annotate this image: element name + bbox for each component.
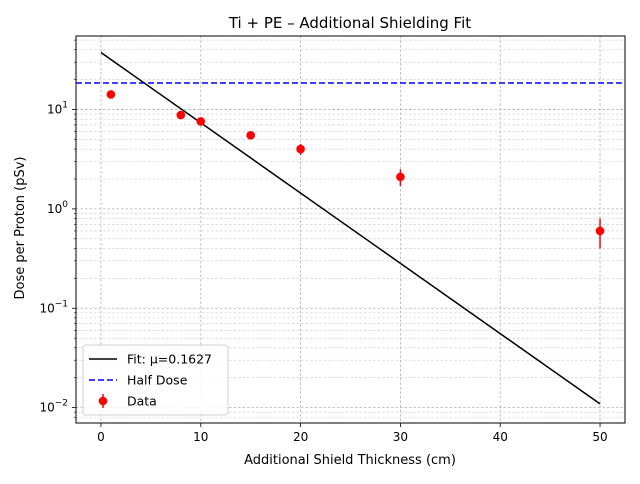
y-tick-label: 10−1: [39, 299, 68, 315]
x-tick-label: 20: [293, 430, 308, 444]
y-tick-exponent: −2: [55, 399, 68, 409]
y-tick-base: 10: [39, 301, 54, 315]
data-point: [296, 144, 305, 154]
data-point: [196, 117, 206, 126]
x-tick-label: 50: [592, 430, 607, 444]
x-tick-label: 40: [493, 430, 508, 444]
data-point: [176, 110, 186, 120]
x-tick-label: 0: [97, 430, 105, 444]
legend-handle-data-point: [98, 396, 108, 406]
x-tick-label: 10: [193, 430, 208, 444]
fit-line: [100, 51, 601, 405]
legend-label: Data: [127, 394, 157, 409]
legend-label: Half Dose: [127, 373, 188, 388]
y-tick-base: 10: [47, 103, 62, 117]
y-tick-label: 101: [47, 101, 68, 117]
y-tick-base: 10: [47, 202, 62, 216]
x-tick-label: 30: [393, 430, 408, 444]
legend-label: Fit: μ=0.1627: [127, 352, 212, 367]
y-tick-label: 10−2: [39, 399, 68, 415]
grid-layer: [76, 36, 625, 423]
plot-content: [76, 51, 625, 405]
y-tick-exponent: −1: [55, 299, 68, 309]
plot-frame: [75, 35, 626, 424]
data-point: [396, 172, 405, 182]
y-tick-exponent: 0: [62, 200, 68, 210]
data-point: [595, 226, 605, 236]
legend-box: [82, 344, 229, 416]
data-point: [106, 90, 116, 99]
legend: Fit: μ=0.1627 Half Dose Data: [82, 344, 229, 416]
chart-title: Ti + PE – Additional Shielding Fit: [228, 14, 471, 32]
data-point: [246, 131, 255, 140]
y-tick-exponent: 1: [62, 101, 68, 111]
x-axis-label: Additional Shield Thickness (cm): [244, 453, 456, 468]
y-tick-base: 10: [39, 401, 54, 415]
y-tick-label: 100: [47, 200, 68, 216]
y-axis-label: Dose per Proton (pSv): [13, 157, 28, 300]
